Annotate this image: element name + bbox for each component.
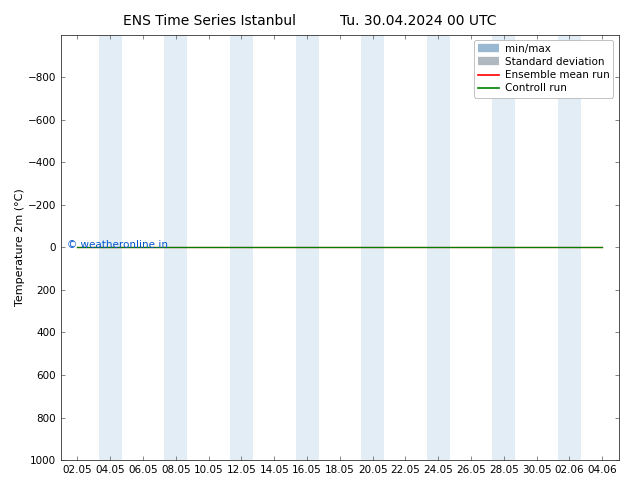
Bar <box>295 35 318 460</box>
Text: ENS Time Series Istanbul: ENS Time Series Istanbul <box>123 14 295 28</box>
Bar <box>164 35 187 460</box>
Bar <box>230 35 253 460</box>
Bar <box>99 35 122 460</box>
Bar <box>558 35 581 460</box>
Bar <box>427 35 450 460</box>
Legend: min/max, Standard deviation, Ensemble mean run, Controll run: min/max, Standard deviation, Ensemble me… <box>474 40 614 98</box>
Y-axis label: Temperature 2m (°C): Temperature 2m (°C) <box>15 189 25 306</box>
Text: Tu. 30.04.2024 00 UTC: Tu. 30.04.2024 00 UTC <box>340 14 496 28</box>
Bar <box>493 35 515 460</box>
Bar <box>361 35 384 460</box>
Text: © weatheronline.in: © weatheronline.in <box>67 240 167 250</box>
